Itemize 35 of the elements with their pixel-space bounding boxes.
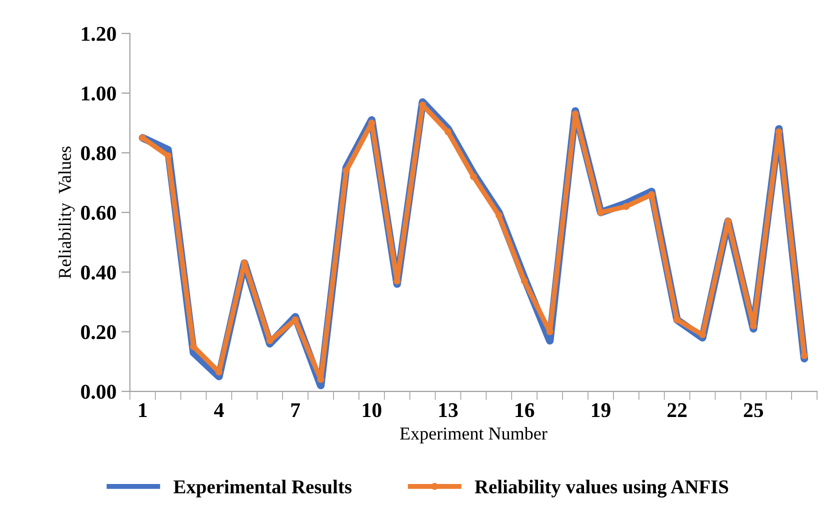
y-tick-label: 0.40	[81, 265, 116, 280]
point	[394, 278, 401, 285]
point	[139, 134, 146, 142]
y-tick-label: 1.20	[82, 26, 116, 41]
x-tick-label: 19	[592, 403, 610, 418]
point	[520, 278, 528, 285]
y-tick-label: 0.00	[81, 384, 116, 399]
point	[622, 203, 630, 210]
legend-label: Experimental Results	[174, 480, 352, 498]
y-tick-label: 0.80	[81, 146, 116, 160]
point	[800, 352, 808, 360]
x-tick-label: 1	[139, 403, 147, 417]
x-tick-label: 4	[214, 403, 224, 417]
y-tick-label: 0.60	[81, 206, 116, 220]
point	[444, 128, 452, 136]
legend-label: Reliability values using ANFIS	[474, 480, 728, 498]
x-tick-label: 25	[744, 403, 764, 418]
point	[775, 128, 782, 136]
x-tick-label: 7	[291, 403, 300, 417]
x-tick-label: 22	[668, 403, 687, 417]
y-tick-label: 0.20	[81, 325, 116, 340]
x-tick-label: 13	[439, 403, 458, 418]
point	[470, 173, 477, 180]
y-axis-title: Reliability Values	[58, 146, 75, 278]
point	[342, 167, 350, 174]
x-tick-label: 10	[362, 403, 382, 418]
point	[674, 316, 681, 324]
point	[572, 110, 579, 118]
point	[164, 152, 172, 160]
y-tick-label: 1.00	[82, 86, 116, 101]
point	[597, 208, 604, 216]
point	[190, 343, 197, 350]
x-tick-label: 16	[516, 403, 534, 418]
x-axis-title: Experiment Number	[400, 426, 548, 444]
point	[495, 212, 502, 219]
